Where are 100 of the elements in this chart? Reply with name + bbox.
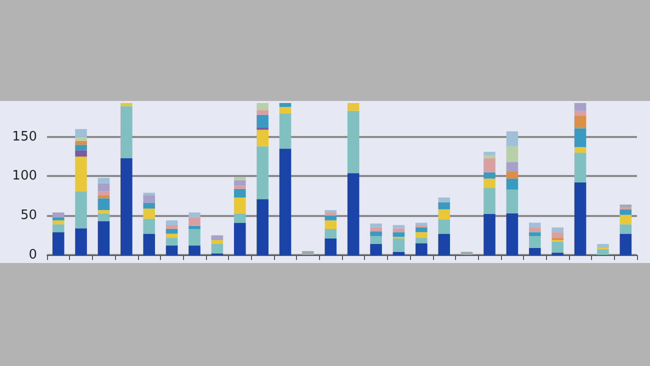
bar: [52, 212, 64, 218]
bar: [143, 234, 156, 255]
bar: [98, 195, 110, 198]
bar: [370, 231, 382, 236]
bar: [188, 212, 200, 218]
bar: [302, 251, 314, 255]
y-tick-label: 50: [20, 208, 37, 224]
bar: [416, 243, 428, 255]
bar: [52, 224, 64, 232]
bar: [143, 203, 156, 209]
bar: [188, 246, 200, 255]
bar: [211, 244, 224, 254]
bar: [75, 228, 87, 255]
bar: [620, 209, 632, 215]
bar: [528, 248, 541, 255]
bar: [574, 128, 586, 148]
bar: [528, 236, 541, 248]
bar: [279, 113, 292, 149]
bar: [438, 209, 450, 220]
bar: [256, 127, 268, 130]
bar: [75, 140, 87, 145]
bar: [143, 208, 156, 219]
bar: [75, 150, 87, 157]
bar: [75, 144, 87, 150]
y-tick-label: 150: [12, 129, 37, 144]
bar: [506, 213, 518, 255]
bar: [234, 213, 246, 223]
bar: [416, 222, 428, 226]
bar: [528, 222, 541, 228]
bar: [460, 252, 473, 255]
bar: [256, 103, 268, 110]
bar: [143, 195, 156, 204]
bar: [188, 226, 200, 230]
bar: [484, 154, 496, 158]
bar: [234, 222, 246, 255]
bar: [98, 178, 110, 184]
bar: [234, 188, 246, 198]
bar: [279, 106, 292, 114]
bar: [528, 227, 541, 232]
bar: [574, 103, 586, 111]
bar: [620, 206, 632, 210]
bar: [324, 220, 337, 230]
bar: [552, 227, 564, 232]
bar: [324, 229, 337, 238]
bar: [620, 234, 632, 255]
bar: [484, 214, 496, 255]
bar: [392, 232, 405, 237]
bar: [166, 220, 178, 226]
bar: [234, 186, 246, 189]
bar: [392, 228, 405, 232]
bar: [256, 130, 268, 146]
bar: [370, 227, 382, 232]
bar: [188, 229, 200, 246]
bar: [324, 212, 337, 216]
bar: [392, 238, 405, 252]
bar: [392, 252, 405, 255]
bar: [256, 114, 268, 128]
bar: [370, 236, 382, 244]
bar: [120, 106, 132, 158]
bar: [597, 244, 609, 248]
bar: [347, 173, 360, 255]
bar: [506, 162, 518, 172]
bar: [234, 177, 246, 180]
bar: [438, 220, 450, 234]
bar: [574, 116, 586, 128]
bar: [416, 232, 428, 238]
bar: [75, 128, 87, 137]
bar: [506, 178, 518, 190]
bar: [52, 220, 64, 224]
bar: [166, 246, 178, 255]
bar: [98, 221, 110, 255]
bar: [416, 227, 428, 232]
bar: [166, 225, 178, 230]
bar: [416, 238, 428, 244]
bar: [166, 238, 178, 246]
bar: [166, 229, 178, 234]
bar: [528, 232, 541, 236]
bar: [75, 191, 87, 228]
bar: [552, 232, 564, 238]
bar: [370, 244, 382, 255]
bar: [120, 158, 132, 255]
bar: [620, 214, 632, 224]
bar: [52, 217, 64, 220]
bar: [484, 172, 496, 179]
bar: [574, 147, 586, 153]
bar: [484, 178, 496, 188]
y-tick-label: 0: [28, 248, 37, 262]
bar: [279, 148, 292, 255]
bar: [552, 242, 564, 253]
bar: [506, 131, 518, 146]
bar: [597, 249, 609, 255]
bar: [166, 234, 178, 238]
bar: [98, 213, 110, 222]
bar: [484, 158, 496, 172]
bar: [438, 202, 450, 210]
bar: [324, 216, 337, 220]
bar: [506, 146, 518, 162]
bar: [234, 180, 246, 186]
bar: [279, 103, 292, 107]
bar: [98, 183, 110, 192]
